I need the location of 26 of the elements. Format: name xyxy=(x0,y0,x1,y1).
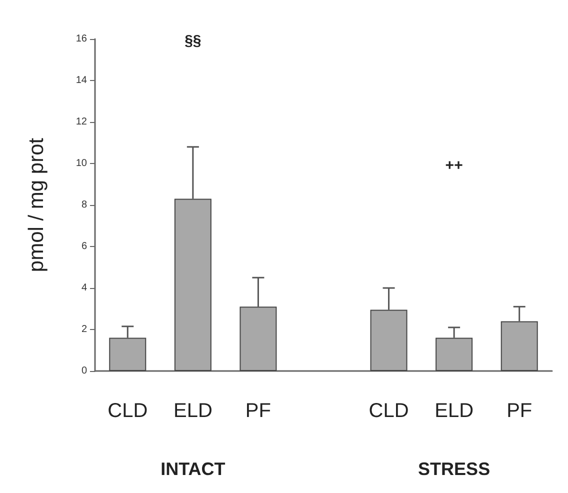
y-tick-label: 14 xyxy=(76,75,88,86)
y-axis-title: pmol / mg prot xyxy=(25,138,48,272)
y-tick-label: 0 xyxy=(81,366,88,376)
bar xyxy=(436,338,473,371)
x-tick-label: ELD xyxy=(434,400,474,422)
bar xyxy=(500,321,538,371)
x-tick-label: PF xyxy=(506,400,532,422)
bar xyxy=(370,310,408,371)
y-tick-label: 8 xyxy=(81,200,88,210)
y-tick-label: 12 xyxy=(76,116,88,128)
annotation: §§ xyxy=(184,32,202,50)
bar xyxy=(174,198,212,371)
y-tick-label: 4 xyxy=(81,282,88,294)
x-tick-label: ELD xyxy=(173,400,212,422)
x-tick-label: CLD xyxy=(108,400,148,422)
annotation: ++ xyxy=(445,157,464,174)
x-tick-label: CLD xyxy=(368,400,409,422)
y-tick-label: 6 xyxy=(81,241,88,252)
text: STRESS xyxy=(418,459,490,479)
y-tick-label: 10 xyxy=(76,158,88,169)
bar xyxy=(109,338,146,371)
text: INTACT xyxy=(160,459,226,479)
y-tick-label: 16 xyxy=(76,34,88,44)
bar xyxy=(240,306,277,371)
x-tick-label: PF xyxy=(245,400,271,422)
y-tick-label: 2 xyxy=(81,324,88,335)
